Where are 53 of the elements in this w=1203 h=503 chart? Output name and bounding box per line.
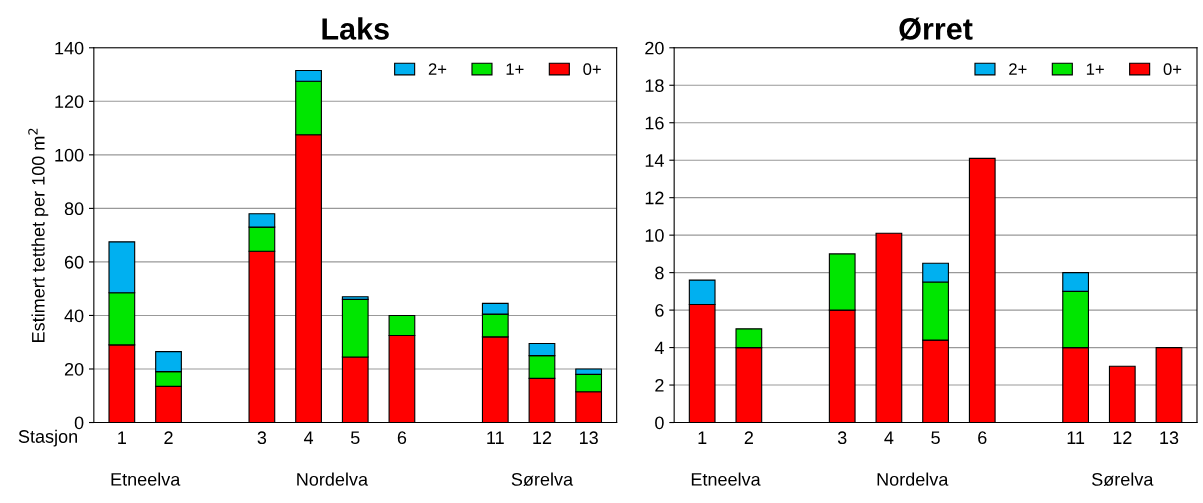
chart-title: Laks <box>322 17 389 40</box>
y-tick-label: 120 <box>55 95 84 109</box>
y-tick-label: 8 <box>655 266 664 280</box>
y-tick-label: 0 <box>655 416 664 430</box>
y-tick-label: 16 <box>645 116 664 130</box>
x-tick-label: 11 <box>487 431 504 444</box>
y-tick-label: 18 <box>645 79 664 92</box>
x-tick-label: 6 <box>397 431 407 445</box>
x-tick-label: 2 <box>744 431 753 444</box>
x-tick-label: 13 <box>579 431 598 445</box>
y-tick-label: 14 <box>645 154 664 167</box>
y-tick-label: 60 <box>64 255 84 269</box>
x-tick-label: 3 <box>257 431 267 445</box>
text: Nordelva <box>297 472 369 486</box>
legend-label: 2+ <box>428 63 447 75</box>
x-tick-label: 3 <box>837 431 847 445</box>
x-tick-label: 4 <box>303 431 314 444</box>
y-tick-label: 6 <box>655 304 664 317</box>
y-tick-label: 4 <box>654 341 664 355</box>
legend-label: 2+ <box>1009 63 1027 75</box>
x-tick-label: 13 <box>1160 431 1179 445</box>
x-tick-label: 1 <box>698 431 707 444</box>
legend-label: 0+ <box>1163 63 1182 76</box>
y-tick-label: 2 <box>655 378 664 392</box>
legend-label: 1+ <box>506 63 524 75</box>
text: Nordelva <box>877 472 949 486</box>
y-tick-label: 0 <box>74 416 84 430</box>
x-tick-label: 1 <box>118 431 126 444</box>
x-tick-label: 5 <box>931 431 940 445</box>
y-tick-label: 12 <box>645 191 664 205</box>
x-tick-label: 5 <box>350 431 360 445</box>
y-axis-title: Estimert tetthet per 100 m$^{2}$ <box>28 128 49 342</box>
y-tick-label: 10 <box>645 229 664 242</box>
y-tick-label: 140 <box>55 41 84 55</box>
text: Etneelva <box>111 472 181 486</box>
x-tick-label: 11 <box>1067 431 1085 444</box>
x-tick-label: 12 <box>1113 431 1132 444</box>
y-tick-label: 20 <box>645 41 664 55</box>
y-tick-label: 40 <box>64 309 84 323</box>
x-tick-label: 2 <box>164 431 173 444</box>
y-tick-label: 100 <box>55 148 84 162</box>
text: Etneelva <box>691 472 761 486</box>
y-tick-label: 20 <box>64 362 84 376</box>
legend-label: 0+ <box>583 63 601 76</box>
x-tick-label: 12 <box>533 431 552 444</box>
x-tick-label: 6 <box>978 431 987 445</box>
y-tick-label: 80 <box>64 202 84 216</box>
text: Sørelva <box>511 472 574 486</box>
chart-title: Ørret <box>899 17 973 41</box>
legend-label: 1+ <box>1086 63 1104 75</box>
x-tick-label: 4 <box>884 431 894 444</box>
text: Sørelva <box>1092 472 1154 486</box>
x-axis-title: Stasjon <box>18 429 77 447</box>
